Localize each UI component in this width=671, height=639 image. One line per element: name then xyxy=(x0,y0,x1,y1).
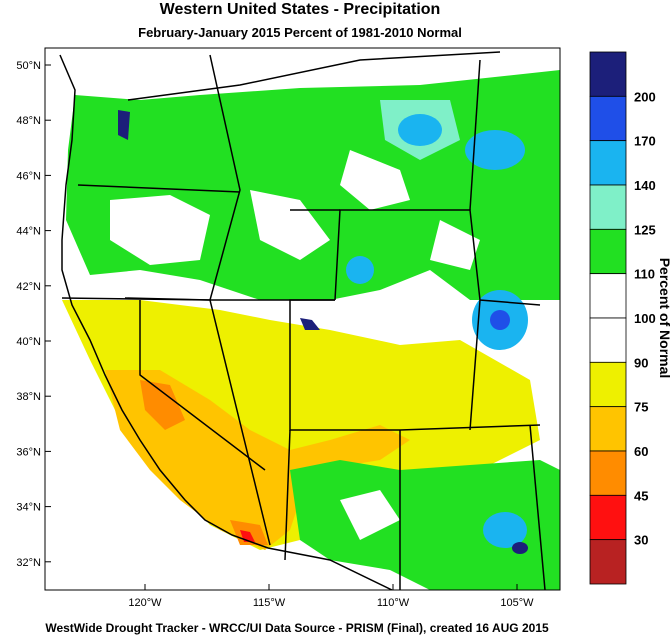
lat-label: 40°N xyxy=(16,336,41,348)
colorbar-label: 60 xyxy=(634,444,648,459)
colorbar-label: 100 xyxy=(634,311,656,326)
colorbar-label: 125 xyxy=(634,222,656,237)
colorbar-swatch xyxy=(589,184,627,230)
colorbar-label: 110 xyxy=(634,267,655,282)
lon-label: 120°W xyxy=(128,597,162,609)
colorbar-label: 30 xyxy=(634,533,648,548)
colorbar: 200 170 140 125 110 100 90 75 60 45 30 xyxy=(589,51,656,585)
lat-label: 44°N xyxy=(16,226,41,238)
colorbar-swatch xyxy=(589,450,627,496)
colorbar-swatch xyxy=(589,51,627,97)
footer: WestWide Drought Tracker - WRCC/UI Data … xyxy=(45,621,549,635)
axes: 50°N 48°N 46°N 44°N 42°N 40°N 38°N 36°N 34°N 32°N… xyxy=(16,60,534,609)
lat-label: 34°N xyxy=(16,502,41,514)
colorbar-label: 90 xyxy=(634,355,648,370)
colorbar-swatch xyxy=(589,406,627,452)
colorbar-label: 200 xyxy=(634,89,656,104)
colorbar-label: 45 xyxy=(634,488,648,503)
colorbar-label: 75 xyxy=(634,400,648,415)
colorbar-label: 140 xyxy=(634,178,656,193)
title: Western United States - Precipitation xyxy=(160,1,441,18)
lon-label: 105°W xyxy=(500,597,534,609)
colorbar-swatch xyxy=(589,140,627,186)
lon-label: 115°W xyxy=(253,597,286,609)
colorbar-swatch xyxy=(589,539,627,585)
colorbar-swatch xyxy=(589,95,627,142)
subtitle: February-January 2015 Percent of 1981-20… xyxy=(138,25,462,40)
colorbar-swatch xyxy=(589,317,627,363)
lat-label: 36°N xyxy=(16,446,41,458)
legend-title: Percent of Normal xyxy=(657,258,671,379)
colorbar-swatch xyxy=(589,273,627,319)
colorbar-label: 170 xyxy=(634,134,656,149)
lon-label: 110°W xyxy=(377,597,410,609)
colorbar-swatch xyxy=(589,228,627,275)
lat-label: 46°N xyxy=(16,170,41,182)
colorbar-swatch xyxy=(589,494,627,541)
lat-label: 38°N xyxy=(16,391,41,403)
lat-label: 48°N xyxy=(16,115,41,127)
lat-label: 50°N xyxy=(16,60,41,72)
colorbar-swatch xyxy=(589,361,627,408)
lat-label: 42°N xyxy=(16,281,41,293)
map-area xyxy=(45,48,560,590)
lat-label: 32°N xyxy=(16,557,41,569)
